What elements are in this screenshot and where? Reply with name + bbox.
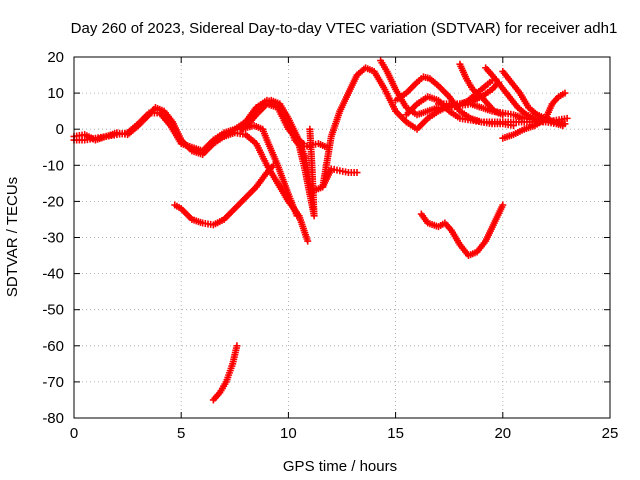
series-arc-8 bbox=[209, 342, 241, 404]
data-point bbox=[559, 120, 567, 128]
data-point bbox=[563, 114, 571, 122]
ticks: 0 5 10 15 20 25 20 10 0 -10 -20 -30 -40 -50 -60 -70 -80 bbox=[42, 49, 618, 442]
data-point bbox=[304, 237, 312, 245]
chart-title: Day 260 of 2023, Sidereal Day-to-day VTE… bbox=[71, 20, 618, 37]
y-tick-label: 0 bbox=[56, 121, 64, 138]
x-tick-label: 0 bbox=[70, 425, 78, 442]
data-point bbox=[293, 212, 301, 220]
y-tick-label: -20 bbox=[42, 193, 64, 210]
x-tick-label: 15 bbox=[387, 425, 404, 442]
data-point bbox=[269, 161, 277, 169]
x-tick-label: 10 bbox=[280, 425, 297, 442]
y-tick-label: 20 bbox=[47, 49, 64, 66]
series-arc-19 bbox=[434, 93, 485, 108]
x-tick-label: 20 bbox=[494, 425, 511, 442]
series-arc-10 bbox=[377, 57, 567, 130]
series-arc-17 bbox=[417, 201, 507, 260]
y-tick-label: -50 bbox=[42, 302, 64, 319]
data-point bbox=[477, 93, 485, 101]
series-arc-6 bbox=[293, 125, 318, 220]
y-axis-label: SDTVAR / TECUs bbox=[4, 177, 21, 297]
y-tick-label: -70 bbox=[42, 374, 64, 391]
y-tick-label: -40 bbox=[42, 266, 64, 283]
y-tick-label: 10 bbox=[47, 85, 64, 102]
data-point bbox=[306, 125, 314, 133]
data-point bbox=[499, 111, 507, 119]
data-point bbox=[561, 89, 569, 97]
data-point bbox=[353, 169, 361, 177]
y-tick-label: -10 bbox=[42, 157, 64, 174]
series-arc-2 bbox=[70, 100, 307, 155]
x-tick-label: 25 bbox=[602, 425, 619, 442]
grid bbox=[74, 57, 610, 418]
series-arc-16 bbox=[499, 89, 569, 142]
series-arc-12 bbox=[402, 93, 518, 130]
x-axis-label: GPS time / hours bbox=[283, 458, 397, 475]
series-arc-4 bbox=[237, 122, 301, 220]
data-series bbox=[70, 57, 571, 404]
data-point bbox=[499, 201, 507, 209]
y-tick-label: -80 bbox=[42, 410, 64, 427]
series-arc-7 bbox=[171, 161, 277, 229]
y-tick-label: -30 bbox=[42, 230, 64, 247]
data-point bbox=[233, 342, 241, 350]
data-point bbox=[488, 76, 496, 84]
x-tick-label: 5 bbox=[177, 425, 185, 442]
y-tick-label: -60 bbox=[42, 338, 64, 355]
data-point bbox=[510, 122, 518, 130]
